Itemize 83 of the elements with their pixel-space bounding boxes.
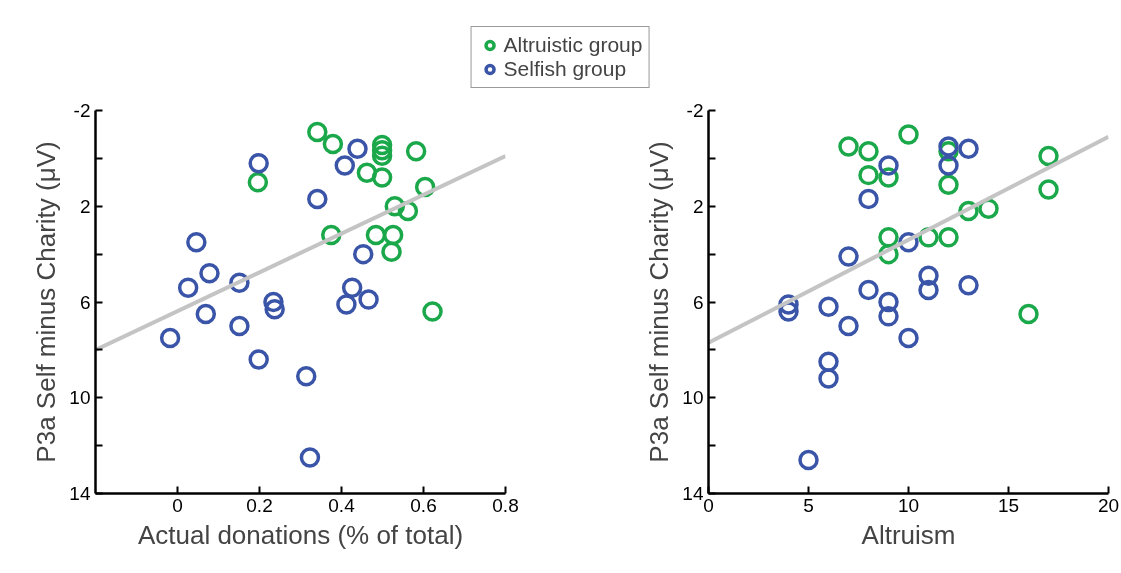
point	[322, 133, 344, 155]
point	[818, 351, 839, 373]
y-tick-label: 14	[682, 483, 704, 504]
point	[958, 275, 979, 296]
point	[798, 449, 819, 471]
point	[248, 349, 269, 370]
point	[838, 246, 859, 267]
y-tick-label: 14	[69, 483, 91, 504]
x-tick-label: 0.6	[410, 494, 437, 516]
point	[938, 227, 959, 248]
point	[858, 140, 879, 162]
point	[898, 124, 919, 145]
x-tick-label: 0	[172, 494, 183, 516]
y-axis-title: P3a Self minus Charity (μV)	[644, 141, 675, 463]
point	[938, 174, 959, 195]
x-tick-label: 15	[997, 494, 1020, 516]
point	[958, 138, 979, 160]
x-axis-title: Actual donations (% of total)	[137, 519, 464, 550]
legend-label: Selfish group	[503, 57, 627, 81]
point	[299, 447, 321, 468]
point	[358, 289, 379, 310]
point	[356, 162, 378, 183]
point	[307, 188, 328, 210]
point	[341, 277, 363, 298]
point	[336, 294, 357, 315]
point	[858, 188, 879, 210]
x-tick-label: 0.8	[492, 494, 519, 516]
point	[422, 301, 443, 322]
x-tick-label: 0	[703, 494, 714, 516]
point	[365, 224, 387, 246]
point	[199, 263, 220, 284]
y-tick-label: 6	[79, 291, 91, 313]
point	[938, 155, 959, 176]
point	[838, 136, 859, 157]
point	[918, 265, 939, 286]
x-tick-label: 0.2	[246, 494, 273, 516]
point	[898, 327, 919, 349]
y-tick-label: 2	[692, 195, 704, 217]
point	[405, 140, 427, 162]
point	[858, 279, 879, 301]
point	[371, 167, 393, 188]
x-tick-label: 10	[897, 494, 920, 516]
point	[263, 291, 284, 313]
y-tick-label: 6	[692, 291, 704, 313]
point	[177, 277, 199, 298]
point	[878, 291, 899, 313]
point	[195, 303, 217, 325]
x-tick-label: 20	[1097, 494, 1120, 516]
point	[818, 368, 839, 389]
y-axis-title: P3a Self minus Charity (μV)	[31, 141, 62, 463]
point	[159, 327, 181, 349]
point	[938, 136, 959, 157]
point	[1038, 145, 1059, 167]
point	[878, 155, 899, 176]
point	[347, 138, 368, 160]
y-tick-label: 10	[682, 387, 704, 409]
point	[381, 241, 402, 262]
point	[878, 306, 899, 327]
point	[818, 296, 839, 318]
x-tick-label: 5	[803, 494, 814, 516]
point	[186, 231, 207, 253]
y-tick-label: -2	[73, 100, 91, 121]
legend-label: Altruistic group	[503, 33, 643, 57]
point	[1018, 303, 1039, 325]
y-tick-label: 10	[69, 387, 91, 409]
point	[264, 298, 285, 320]
point	[352, 243, 374, 265]
point	[858, 164, 879, 186]
point	[334, 155, 356, 176]
point	[295, 365, 317, 387]
x-axis-title: Altruism	[861, 519, 956, 550]
point	[382, 224, 404, 246]
x-tick-label: 0.4	[328, 494, 356, 516]
point	[1038, 179, 1059, 200]
point	[248, 152, 269, 174]
y-tick-label: 2	[79, 195, 91, 217]
point	[878, 227, 899, 248]
point	[229, 315, 250, 337]
point	[247, 172, 269, 193]
point	[307, 121, 328, 143]
point	[918, 279, 939, 301]
y-tick-label: -2	[686, 100, 704, 121]
point	[838, 315, 859, 337]
